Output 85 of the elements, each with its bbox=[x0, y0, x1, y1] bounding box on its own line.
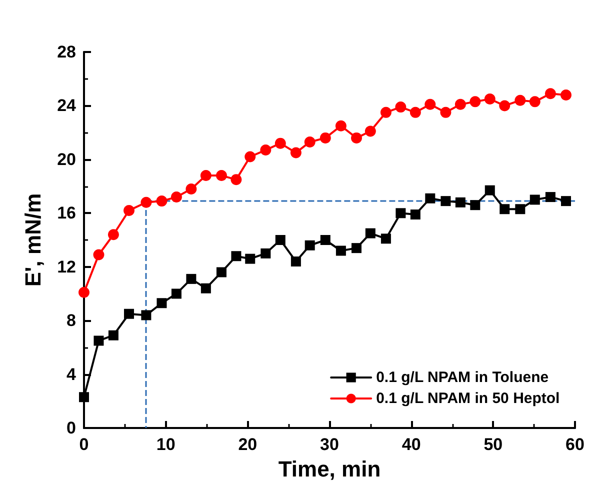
point bbox=[171, 288, 182, 299]
point bbox=[410, 209, 420, 220]
point bbox=[216, 170, 227, 182]
point bbox=[216, 267, 226, 278]
point bbox=[544, 88, 556, 100]
point bbox=[94, 336, 104, 346]
y-tick-label: 4 bbox=[66, 364, 77, 384]
point bbox=[530, 194, 540, 205]
legend-label: 0.1 g/L NPAM in 50 Heptol bbox=[376, 390, 560, 407]
point bbox=[78, 286, 90, 298]
point bbox=[484, 94, 496, 104]
point bbox=[260, 248, 271, 258]
point bbox=[244, 151, 256, 162]
point bbox=[275, 235, 286, 245]
x-tick-label: 30 bbox=[320, 435, 339, 454]
x-tick-label: 0 bbox=[79, 435, 89, 454]
point bbox=[156, 196, 168, 207]
y-tick-label: 16 bbox=[57, 204, 76, 223]
x-tick-label: 40 bbox=[402, 435, 421, 454]
point bbox=[156, 298, 167, 308]
y-tick-label: 8 bbox=[66, 311, 76, 330]
point bbox=[364, 126, 376, 137]
point bbox=[454, 98, 466, 110]
point bbox=[290, 147, 302, 158]
point bbox=[124, 204, 135, 216]
point bbox=[425, 193, 436, 204]
point bbox=[396, 208, 406, 218]
point bbox=[186, 183, 197, 194]
point bbox=[365, 228, 376, 238]
point bbox=[336, 246, 346, 256]
point bbox=[93, 249, 104, 260]
point bbox=[499, 100, 510, 112]
y-tick-label: 28 bbox=[57, 42, 76, 62]
y-tick-label: 0 bbox=[66, 418, 76, 438]
point bbox=[470, 200, 480, 210]
point bbox=[108, 330, 118, 340]
point bbox=[230, 174, 242, 186]
y-tick-label: 20 bbox=[57, 150, 76, 169]
point bbox=[440, 106, 452, 118]
point bbox=[335, 120, 346, 132]
point bbox=[200, 283, 211, 294]
point bbox=[455, 197, 466, 208]
point bbox=[380, 106, 392, 118]
x-tick-label: 60 bbox=[566, 435, 584, 454]
point bbox=[561, 196, 571, 206]
point bbox=[140, 196, 152, 208]
point bbox=[484, 185, 495, 196]
point bbox=[514, 94, 526, 106]
point bbox=[352, 243, 362, 254]
y-axis-title: E', mN/m bbox=[20, 193, 46, 287]
point bbox=[186, 274, 196, 284]
point bbox=[424, 98, 436, 110]
point bbox=[231, 251, 242, 262]
point bbox=[320, 132, 331, 144]
y-tick-label: 12 bbox=[57, 257, 76, 276]
point bbox=[410, 106, 421, 118]
point bbox=[395, 102, 406, 113]
point bbox=[274, 138, 286, 149]
point bbox=[320, 235, 330, 245]
x-axis-title: Time, min bbox=[278, 456, 381, 482]
x-tick-label: 20 bbox=[238, 435, 258, 454]
point bbox=[440, 196, 451, 206]
point bbox=[200, 170, 212, 182]
point bbox=[79, 392, 89, 402]
point bbox=[380, 234, 391, 244]
point bbox=[529, 96, 540, 108]
point bbox=[304, 136, 316, 148]
point bbox=[545, 192, 556, 202]
point bbox=[500, 204, 510, 214]
point bbox=[108, 229, 119, 240]
point bbox=[170, 192, 182, 203]
point bbox=[560, 89, 572, 100]
point bbox=[304, 240, 315, 250]
point bbox=[515, 204, 526, 214]
point bbox=[290, 256, 301, 266]
point bbox=[260, 144, 272, 156]
point bbox=[141, 310, 152, 320]
legend-label: 0.1 g/L NPAM in Toluene bbox=[376, 369, 549, 386]
x-tick-label: 10 bbox=[156, 435, 176, 454]
point bbox=[351, 132, 362, 144]
point bbox=[124, 308, 134, 319]
y-tick-label: 24 bbox=[57, 96, 77, 116]
x-tick-label: 50 bbox=[484, 435, 503, 454]
point bbox=[245, 254, 256, 264]
point bbox=[470, 96, 481, 108]
